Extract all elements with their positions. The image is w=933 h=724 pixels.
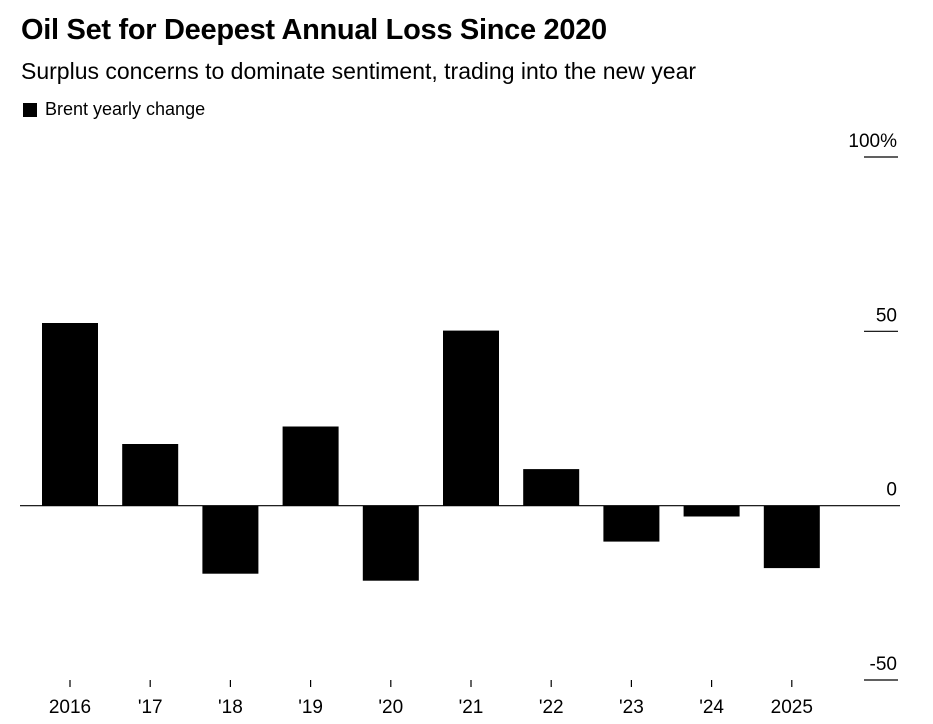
bar-4 xyxy=(362,505,419,581)
x-tick-label-7: '23 xyxy=(619,697,644,718)
y-tick-label-2: 0 xyxy=(886,480,897,501)
legend-label: Brent yearly change xyxy=(45,99,206,119)
legend: Brent yearly change xyxy=(23,99,205,120)
chart-title: Oil Set for Deepest Annual Loss Since 20… xyxy=(21,14,607,46)
y-tick-label-0: 100% xyxy=(848,131,897,152)
bar-1 xyxy=(122,444,179,506)
x-tick-label-3: '19 xyxy=(298,697,323,718)
square-swatch-icon xyxy=(23,102,37,117)
bar-9 xyxy=(763,505,820,569)
x-tick-label-8: '24 xyxy=(699,697,724,718)
bar-3 xyxy=(282,426,339,506)
x-tick-label-1: '17 xyxy=(138,697,163,718)
chart-subtitle: Surplus concerns to dominate sentiment, … xyxy=(21,58,697,84)
bar-7 xyxy=(603,505,660,542)
y-tick-label-3: -50 xyxy=(870,654,897,675)
x-tick-label-9: 2025 xyxy=(771,697,813,718)
bar-6 xyxy=(523,469,580,506)
x-tick-label-2: '18 xyxy=(218,697,243,718)
bar-8 xyxy=(683,505,740,517)
x-tick-label-4: '20 xyxy=(378,697,403,718)
x-tick-label-0: 2016 xyxy=(49,697,91,718)
bar-0 xyxy=(42,323,98,506)
bar-5 xyxy=(443,330,499,506)
x-tick-label-6: '22 xyxy=(539,697,564,718)
bar-2 xyxy=(202,505,259,574)
y-tick-label-1: 50 xyxy=(876,305,897,326)
x-tick-label-5: '21 xyxy=(459,697,484,718)
